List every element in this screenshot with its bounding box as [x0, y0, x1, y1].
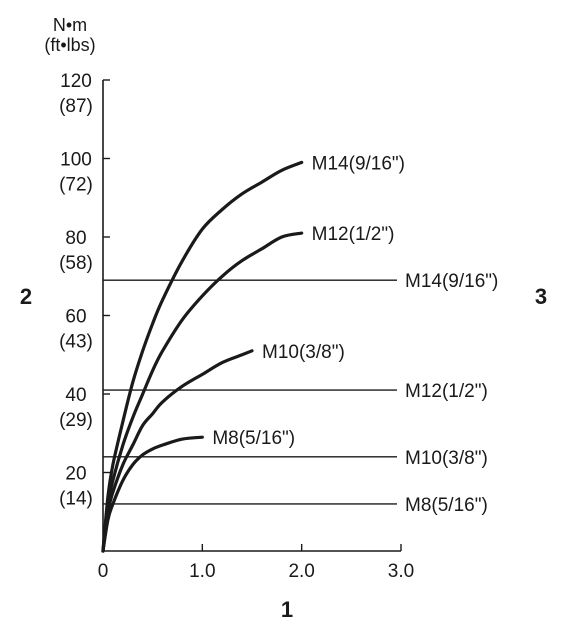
threshold-label: M14(9/16") — [405, 271, 498, 292]
y-tick-secondary-label: (72) — [59, 175, 93, 196]
x-tick-label: 1.0 — [189, 561, 215, 582]
y-tick-label: 40 — [65, 385, 86, 406]
y-tick-label: 60 — [65, 307, 86, 328]
curve-label: M12(1/2") — [312, 224, 395, 245]
y-tick-label: 20 — [65, 464, 86, 485]
torque-curve — [101, 349, 254, 553]
torque-curve — [101, 435, 204, 553]
y-tick-secondary-label: (14) — [59, 489, 93, 510]
torque-curve — [101, 160, 304, 553]
unit-label-primary: N•m — [53, 15, 87, 35]
curve-label: M10(3/8") — [262, 342, 345, 363]
x-tick-label: 0 — [98, 561, 109, 582]
x-tick-label: 2.0 — [288, 561, 314, 582]
y-tick-label: 100 — [60, 150, 92, 171]
curve-label: M14(9/16") — [312, 153, 405, 174]
y-tick-label: 120 — [60, 71, 92, 92]
threshold-label: M10(3/8") — [405, 448, 488, 469]
callout-y-axis: 2 — [20, 284, 32, 309]
curve-label: M8(5/16") — [212, 428, 295, 449]
y-tick-secondary-label: (58) — [59, 253, 93, 274]
callout-x-axis: 1 — [281, 597, 293, 622]
x-tick-label: 3.0 — [388, 561, 414, 582]
threshold-label: M12(1/2") — [405, 381, 488, 402]
y-tick-secondary-label: (43) — [59, 332, 93, 353]
y-tick-secondary-label: (87) — [59, 96, 93, 117]
unit-label-secondary: (ft•lbs) — [44, 35, 95, 55]
y-tick-label: 80 — [65, 228, 86, 249]
callout-right: 3 — [535, 284, 547, 309]
y-tick-secondary-label: (29) — [59, 410, 93, 431]
torque-curve — [101, 231, 304, 553]
threshold-label: M8(5/16") — [405, 495, 488, 516]
